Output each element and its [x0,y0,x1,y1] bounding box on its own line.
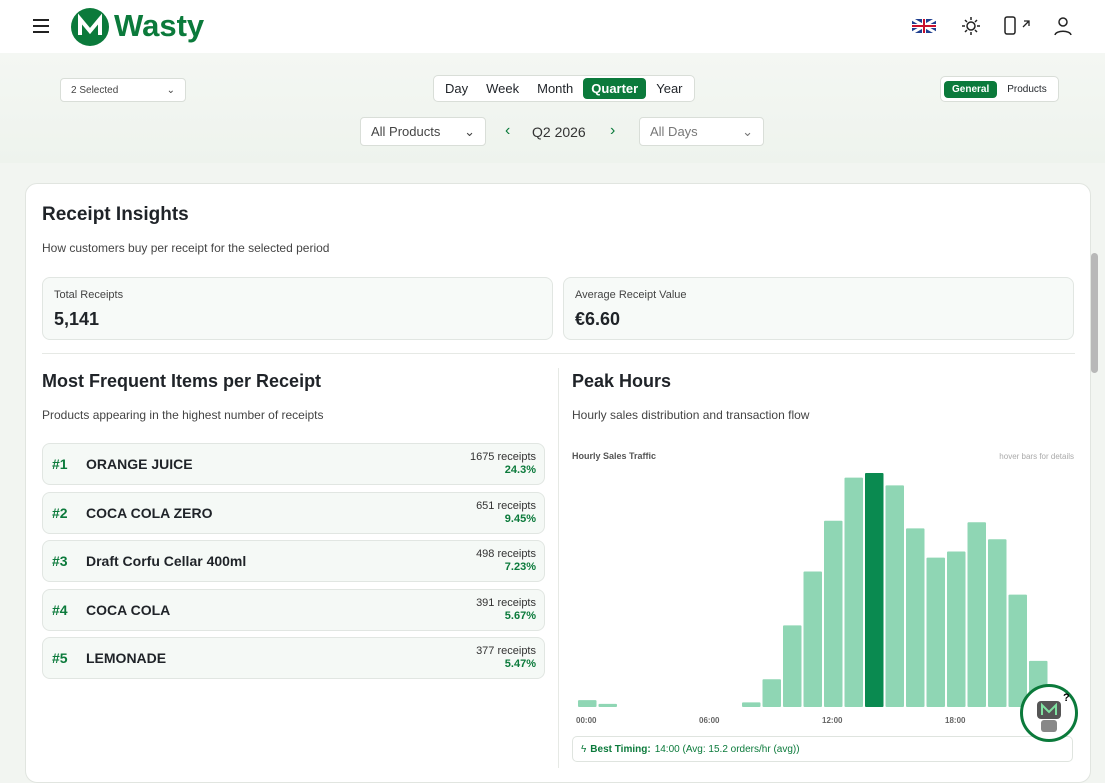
period-option[interactable]: Quarter [583,78,647,99]
item-row: #3 Draft Corfu Cellar 400ml 498 receipts 7.… [42,540,545,582]
svg-text:?: ? [1063,692,1070,704]
bar [906,528,925,707]
divider [558,368,559,768]
best-timing: ϟ Best Timing: 14:00 (Avg: 15.2 orders/hr … [572,736,1073,762]
item-share: 9.45% [504,512,536,525]
period-option[interactable]: Week [486,81,520,96]
chart-hint: hover bars for details [999,452,1074,461]
bar [578,700,597,707]
stat-card: Average Receipt Value €6.60 [563,277,1074,340]
section-title: Peak Hours [572,371,672,391]
period-label: Q2 2026 [532,124,586,140]
section-title: Receipt Insights [42,204,189,225]
view-option[interactable]: Products [1007,83,1047,95]
x-tick-label: 06:00 [699,716,720,725]
section-title: Most Frequent Items per Receipt [42,371,322,391]
section-subtitle: How customers buy per receipt for the se… [42,241,330,255]
bar [742,702,761,707]
section-subtitle: Hourly sales distribution and transactio… [572,408,810,422]
bar [803,571,822,707]
prev-period[interactable]: ‹ [505,122,511,139]
item-name: COCA COLA ZERO [86,504,213,521]
bar [783,625,802,707]
item-name: ORANGE JUICE [86,456,193,472]
bar [598,703,617,707]
item-rank: #1 [52,456,68,472]
bar [865,473,884,707]
top-bar: Wasty [0,0,1105,53]
scrollbar[interactable] [1091,253,1098,373]
bar [967,522,986,707]
hourly-chart: Hourly Sales Traffic hover bars for deta… [572,451,1074,725]
logo-text: Wasty [114,8,205,43]
period-option[interactable]: Day [445,81,469,96]
user-icon[interactable] [1053,16,1073,36]
item-row: #1 ORANGE JUICE 1675 receipts 24.3% [42,443,545,485]
group-select[interactable]: 2 Selected ⌄ [60,78,186,102]
view-option[interactable]: General [944,80,998,98]
item-share: 5.67% [504,609,536,622]
item-rank: #2 [52,504,68,521]
days-select[interactable]: All Days ⌄ [639,117,764,146]
item-receipts: 1675 receipts [469,451,536,463]
item-share: 7.23% [504,561,536,573]
period-option[interactable]: Year [656,81,683,96]
stat-label: Total Receipts [54,289,124,301]
item-name: LEMONADE [86,650,167,666]
item-row: #5 LEMONADE 377 receipts 5.47% [42,637,545,679]
item-share: 5.47% [504,658,536,670]
device-icon[interactable] [1003,15,1033,37]
x-tick-label: 18:00 [945,716,966,725]
best-timing-text: 14:00 (Avg: 15.2 orders/hr (avg)) [654,743,800,755]
section-subtitle: Products appearing in the highest number… [42,408,324,422]
item-receipts: 391 receipts [476,596,536,609]
period-option[interactable]: Month [537,81,574,96]
logo-icon [71,8,109,46]
item-row: #2 COCA COLA ZERO 651 receipts 9.45% [42,491,545,534]
x-tick-label: 12:00 [822,716,843,725]
stat-value: 5,141 [54,309,100,329]
group-select-text: 2 Selected [71,84,119,96]
x-tick-label: 00:00 [576,716,597,725]
assistant-icon: ? [1037,692,1070,732]
bar [926,557,945,707]
item-receipts: 377 receipts [476,645,536,657]
theme-icon[interactable] [961,16,981,36]
days-select-text: All Days [650,124,698,139]
item-rank: #3 [52,553,68,569]
stat-value: €6.60 [575,309,621,329]
language-flag[interactable] [912,19,936,33]
bar [844,477,863,707]
item-name: COCA COLA [86,601,171,618]
period-toggle: Day Week Month Quarter Year [433,75,695,102]
divider [42,353,1075,354]
item-receipts: 498 receipts [476,548,536,560]
item-receipts: 651 receipts [476,499,536,512]
bar [762,679,781,707]
bar [988,539,1007,707]
assistant-button[interactable]: ? [1020,684,1078,742]
item-row: #4 COCA COLA 391 receipts 5.67% [42,588,545,631]
next-period[interactable]: › [610,122,616,139]
stat-card: Total Receipts 5,141 [42,277,553,340]
bar [1008,594,1027,707]
products-select-text: All Products [371,124,441,139]
item-rank: #4 [52,601,68,618]
stat-label: Average Receipt Value [575,289,687,301]
view-toggle: General Products [940,76,1059,102]
item-share: 24.3% [504,464,536,476]
best-timing-label: Best Timing: [590,743,651,755]
item-name: Draft Corfu Cellar 400ml [86,553,247,569]
chart-title: Hourly Sales Traffic [572,451,656,461]
item-rank: #5 [52,650,68,666]
filter-bar [0,53,1105,163]
products-select[interactable]: All Products ⌄ [360,117,486,146]
bar [947,551,966,707]
bar [885,485,904,707]
menu-icon[interactable] [32,17,52,35]
bar [824,520,843,707]
